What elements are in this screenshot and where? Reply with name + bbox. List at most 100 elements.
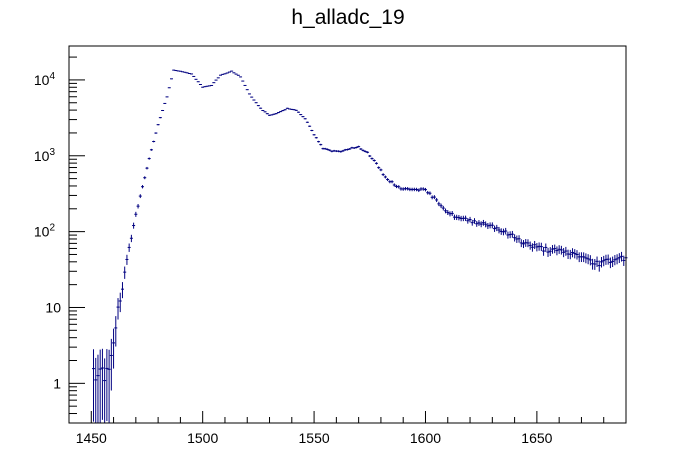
data-point xyxy=(221,73,225,75)
data-point xyxy=(325,148,329,151)
data-point xyxy=(588,255,592,266)
data-point xyxy=(243,84,247,86)
data-point xyxy=(194,78,198,80)
data-point xyxy=(539,242,543,252)
data-point xyxy=(272,113,276,115)
data-point xyxy=(586,254,590,265)
data-point xyxy=(247,93,251,95)
data-point xyxy=(470,219,474,226)
data-point xyxy=(439,203,443,209)
data-point xyxy=(504,227,508,235)
data-point xyxy=(573,249,577,259)
x-tick-label: 1550 xyxy=(299,430,330,446)
data-point xyxy=(292,109,296,111)
data-point xyxy=(517,235,521,243)
data-point xyxy=(359,148,363,150)
data-point xyxy=(341,149,345,152)
data-point xyxy=(481,219,485,226)
data-point xyxy=(214,79,218,81)
data-point xyxy=(299,114,303,116)
data-point xyxy=(377,166,381,169)
data-point xyxy=(234,73,238,75)
data-point xyxy=(201,86,205,88)
data-point xyxy=(138,194,142,199)
data-point xyxy=(604,254,608,265)
data-point xyxy=(383,175,387,179)
data-point xyxy=(501,228,505,236)
data-point xyxy=(444,208,448,214)
data-point xyxy=(183,71,187,73)
data-point xyxy=(428,191,432,196)
data-point xyxy=(526,239,530,248)
data-point xyxy=(423,187,427,192)
data-point xyxy=(464,215,468,222)
data-point xyxy=(116,298,120,320)
data-point xyxy=(181,71,185,73)
data-point xyxy=(493,225,497,232)
data-point xyxy=(141,185,145,189)
data-point xyxy=(276,112,280,114)
data-point xyxy=(468,216,472,223)
data-point xyxy=(178,70,182,72)
data-point xyxy=(513,234,517,242)
data-point xyxy=(490,222,494,229)
data-point xyxy=(568,249,572,260)
data-point xyxy=(123,266,127,279)
x-tick-label: 1650 xyxy=(521,430,552,446)
y-tick-label: 1 xyxy=(53,375,61,391)
data-point xyxy=(508,231,512,239)
data-point xyxy=(118,292,122,313)
data-point xyxy=(432,195,436,200)
data-point xyxy=(314,136,318,139)
data-point xyxy=(225,72,229,74)
data-point xyxy=(328,149,332,152)
data-point xyxy=(245,89,249,91)
data-point xyxy=(105,349,109,421)
data-point xyxy=(185,72,189,74)
data-point xyxy=(620,251,624,262)
data-point xyxy=(533,240,537,250)
data-point xyxy=(606,254,610,265)
data-point xyxy=(152,140,156,143)
x-tick-label: 1600 xyxy=(410,430,441,446)
data-point xyxy=(256,105,260,107)
data-point xyxy=(198,84,202,86)
data-point xyxy=(219,74,223,76)
data-point xyxy=(357,145,361,148)
data-point xyxy=(528,241,532,250)
data-point xyxy=(386,178,390,182)
data-point xyxy=(317,140,321,143)
data-point xyxy=(310,129,314,132)
data-point xyxy=(149,148,153,151)
data-point xyxy=(415,187,419,192)
x-tick-label: 1500 xyxy=(187,430,218,446)
data-point xyxy=(510,230,514,238)
data-point xyxy=(602,255,606,267)
data-point xyxy=(125,254,129,265)
data-point xyxy=(330,150,334,153)
data-point xyxy=(475,220,479,227)
data-point xyxy=(522,240,526,249)
data-point xyxy=(506,231,510,239)
data-point xyxy=(147,157,151,160)
data-point xyxy=(274,113,278,115)
data-point xyxy=(484,221,488,228)
data-point xyxy=(190,73,194,75)
data-point xyxy=(265,113,269,115)
y-tick-label: 102 xyxy=(34,223,56,240)
data-point xyxy=(437,201,441,207)
data-point xyxy=(477,220,481,226)
data-point xyxy=(363,150,367,153)
data-point xyxy=(305,121,309,123)
data-point xyxy=(239,76,243,78)
data-point xyxy=(472,218,476,224)
data-point xyxy=(495,224,499,232)
data-point xyxy=(294,109,298,111)
data-point xyxy=(348,148,352,150)
data-point xyxy=(323,147,327,150)
data-point xyxy=(617,253,621,264)
data-point xyxy=(575,250,579,260)
data-point xyxy=(308,125,312,127)
data-point xyxy=(406,187,410,191)
